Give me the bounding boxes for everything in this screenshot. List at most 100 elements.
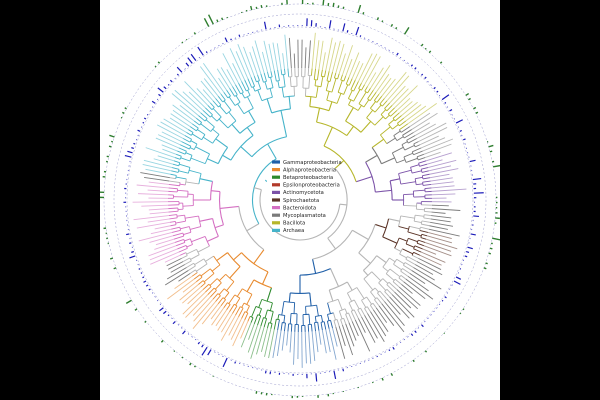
branch-arc: [394, 237, 400, 249]
branch-arc: [363, 271, 373, 280]
tip-label: [147, 218, 170, 223]
branch-radial: [176, 242, 186, 247]
branch-radial: [413, 150, 423, 156]
branch-radial: [179, 183, 186, 186]
branch-radial: [179, 252, 187, 256]
branch-radial: [235, 84, 241, 95]
branch-arc: [276, 318, 280, 321]
branch-radial: [269, 88, 273, 98]
branch-arc: [208, 283, 212, 287]
tip-label: [389, 296, 410, 319]
branch-radial: [235, 297, 241, 306]
tip-label: [411, 270, 442, 290]
branch-radial: [398, 237, 408, 242]
inner-bar: [441, 94, 450, 101]
branch-radial: [364, 86, 368, 92]
outer-bar: [488, 144, 494, 148]
outer-bar: [468, 97, 471, 101]
tip-label: [138, 232, 173, 242]
outer-bar: [439, 61, 443, 64]
tip-label: [378, 305, 395, 326]
tip-label: [394, 291, 412, 309]
branch-radial: [390, 178, 400, 182]
outer-bar: [473, 106, 477, 110]
branch-radial: [403, 132, 414, 139]
outer-bar: [489, 150, 493, 153]
branch-radial: [284, 322, 286, 332]
branch-radial: [393, 130, 401, 136]
inner-bar: [127, 150, 133, 154]
branch-arc: [348, 98, 354, 102]
outer-bar: [203, 18, 210, 27]
branch-radial: [184, 135, 192, 140]
branch-radial: [170, 173, 177, 176]
branch-radial: [376, 255, 387, 264]
branch-radial: [287, 323, 290, 332]
tip-label: [416, 122, 447, 139]
legend-label-mycoplasmatota: Mycoplasmatota: [283, 213, 326, 219]
branch-radial: [223, 302, 228, 309]
outer-bar: [173, 350, 176, 353]
branch-radial: [185, 181, 199, 185]
branch-arc: [255, 306, 262, 310]
branch-radial: [184, 238, 191, 242]
tip-label: [182, 281, 197, 293]
branch-radial: [267, 143, 277, 160]
branch-radial: [237, 103, 245, 114]
outer-bar: [113, 267, 117, 270]
tip-label: [398, 286, 421, 306]
tip-label: [318, 330, 322, 345]
outer-bar: [483, 267, 487, 270]
branch-radial: [289, 76, 292, 87]
branch-radial: [293, 86, 295, 97]
tip-label: [216, 68, 230, 89]
branch-radial: [178, 170, 189, 174]
branch-radial: [369, 91, 377, 101]
branch-radial: [181, 141, 192, 147]
inner-bar: [124, 154, 132, 158]
branch-arc: [199, 122, 203, 126]
tip-label: [338, 53, 346, 75]
tip-label: [286, 331, 289, 346]
branch-radial: [326, 91, 330, 101]
branch-radial: [357, 309, 362, 318]
tip-label: [403, 281, 426, 300]
tip-label: [304, 331, 307, 364]
branch-radial: [327, 237, 336, 250]
branch-radial: [337, 299, 343, 311]
branch-radial: [313, 68, 316, 80]
branch-radial: [260, 73, 264, 83]
branch-radial: [257, 81, 262, 90]
branch-radial: [226, 281, 235, 291]
branch-radial: [172, 163, 179, 167]
branch-radial: [238, 307, 244, 318]
branch-radial: [420, 237, 427, 240]
branch-radial: [226, 89, 231, 97]
legend-swatch-archaea: [272, 228, 280, 232]
inner-bar: [346, 30, 349, 33]
branch-arc: [210, 126, 215, 132]
inner-bar: [169, 79, 173, 83]
branch-arc: [334, 77, 338, 80]
branch-arc: [185, 245, 188, 249]
branch-arc: [347, 287, 358, 294]
tip-label: [163, 118, 187, 133]
legend-label-archaea: Archaea: [283, 228, 304, 234]
tip-label: [149, 235, 174, 243]
tip-label: [232, 63, 243, 82]
inner-bar: [230, 38, 232, 41]
outer-bar: [154, 65, 157, 68]
branch-radial: [316, 108, 321, 123]
tip-label: [157, 155, 175, 162]
branch-radial: [340, 74, 343, 81]
outer-bar: [493, 164, 500, 168]
tip-label: [155, 137, 179, 149]
tip-label: [325, 329, 331, 353]
branch-radial: [336, 93, 342, 104]
tip-label: [430, 218, 451, 223]
branch-radial: [178, 247, 188, 253]
branch-radial: [171, 229, 181, 233]
branch-radial: [169, 220, 176, 223]
branch-arc: [209, 268, 215, 274]
